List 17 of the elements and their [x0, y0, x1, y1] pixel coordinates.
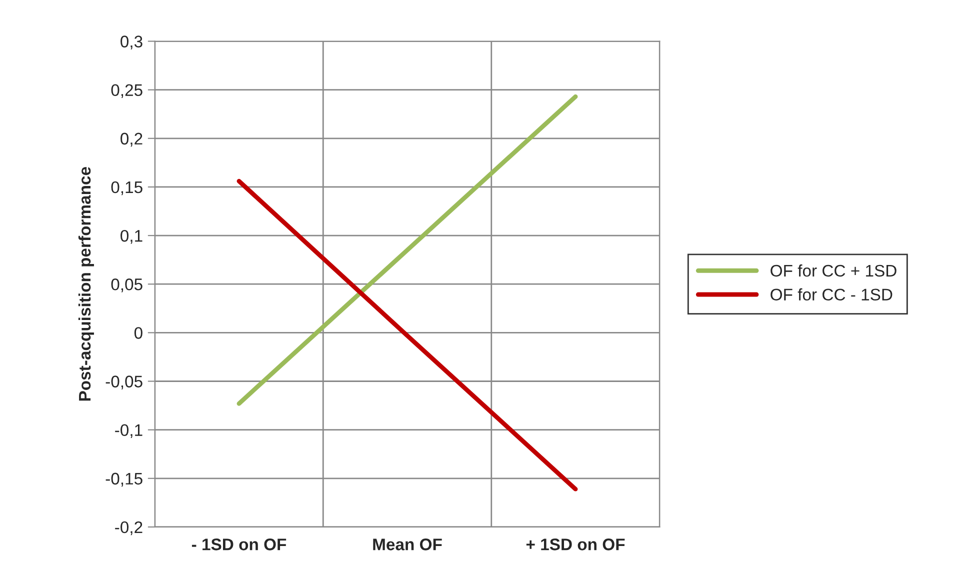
y-tick-label: 0,3	[120, 36, 142, 50]
x-tick-label: Mean OF	[373, 538, 442, 550]
y-tick-label: 0,25	[111, 84, 142, 98]
y-tick-label: 0,2	[120, 132, 142, 147]
y-tick-label: 0,1	[120, 230, 142, 244]
y-tick-label: -0,05	[106, 376, 142, 390]
x-tick-label: - 1SD on OF	[192, 538, 286, 550]
y-tick-label: 0,15	[111, 181, 142, 196]
y-tick-label: 0	[134, 327, 142, 339]
y-tick-label: -0,15	[106, 472, 142, 487]
legend-label: OF for CC + 1SD	[770, 264, 896, 277]
x-tick-label: + 1SD on OF	[526, 538, 625, 550]
legend-label: OF for CC - 1SD	[770, 288, 892, 301]
y-tick-label: -0,2	[115, 521, 142, 536]
y-tick-label: 0,05	[111, 278, 142, 292]
y-tick-label: -0,1	[115, 424, 142, 438]
y-axis-title: Post-acquisition performance	[78, 167, 94, 401]
